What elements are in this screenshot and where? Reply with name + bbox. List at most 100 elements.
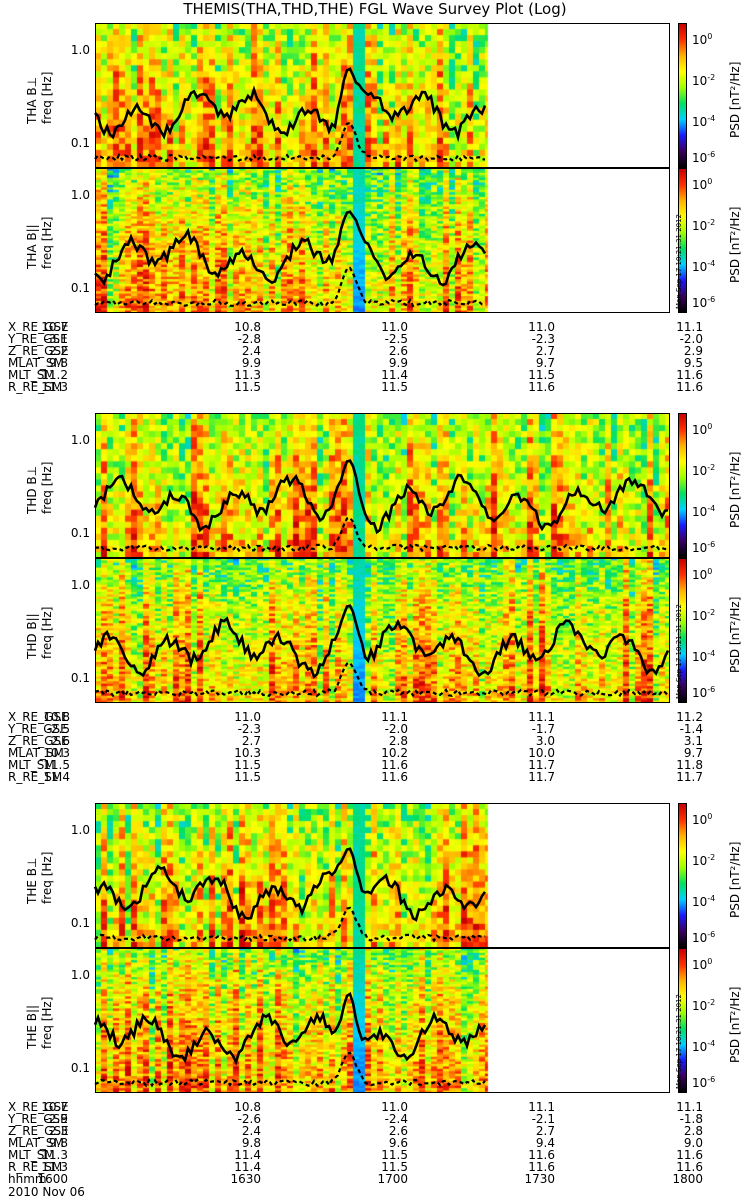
orbit-row-label: X_RE_GSE bbox=[8, 1100, 69, 1114]
panel-frame-1 bbox=[95, 168, 670, 313]
panel-label-0: THA B⊥ bbox=[25, 76, 39, 124]
panel-label-4: THE B⊥ bbox=[25, 857, 39, 904]
orbit-value: -2.3 bbox=[531, 332, 555, 346]
orbit-value: 2.8 bbox=[683, 1124, 703, 1138]
colorbar-tick-exponent: -6 bbox=[707, 1074, 716, 1084]
timestamp-stamp-5: Mon Sep 17 10:21:31 2012 bbox=[675, 993, 683, 1089]
orbit-value: 11.5 bbox=[43, 758, 70, 772]
orbit-value: -2.0 bbox=[679, 332, 703, 346]
freq-tick-2-0: 1.0 bbox=[70, 432, 90, 447]
colorbar-tick-1-3: 10-6 bbox=[692, 295, 715, 310]
colorbar-tick-exponent: 0 bbox=[707, 567, 713, 577]
colorbar-tick-exponent: -2 bbox=[707, 998, 716, 1007]
orbit-value: 1630 bbox=[230, 1172, 261, 1186]
orbit-value: -2.5 bbox=[46, 722, 70, 736]
orbit-value: 2.9 bbox=[683, 344, 703, 358]
orbit-row: R_RE_SM 11.3 11.4 11.5 11.6 11.6 bbox=[8, 1161, 748, 1173]
panel-frame-4 bbox=[95, 803, 670, 948]
colorbar-tick-exponent: -2 bbox=[707, 853, 716, 862]
orbit-value: 11.6 bbox=[381, 758, 408, 772]
spectrogram-5 bbox=[93, 948, 670, 1093]
orbit-row-label: Y_RE_GSE bbox=[8, 722, 68, 736]
orbit-value: 11.1 bbox=[381, 710, 408, 724]
panel-frame-3 bbox=[95, 558, 670, 703]
colorbar-tick-exponent: -4 bbox=[707, 1038, 716, 1048]
orbit-value: 9.6 bbox=[388, 1136, 408, 1150]
orbit-value: 11.6 bbox=[676, 1160, 703, 1174]
colorbar-tick-base: 10 bbox=[692, 74, 708, 88]
colorbar-tick-4-1: 10-2 bbox=[692, 853, 715, 868]
orbit-value: 11.7 bbox=[528, 758, 555, 772]
orbit-row: X_RE_GSE 10.7 10.8 11.0 11.1 11.1 bbox=[8, 1101, 748, 1113]
orbit-value: -1.4 bbox=[679, 722, 703, 736]
orbit-value: 11.3 bbox=[41, 1148, 68, 1162]
spectrogram-3 bbox=[93, 558, 670, 703]
orbit-row-label: hhmm bbox=[8, 1172, 47, 1186]
orbit-value: 10.8 bbox=[43, 710, 70, 724]
colorbar-tick-exponent: -6 bbox=[707, 149, 716, 159]
orbit-value: 2.2 bbox=[48, 344, 68, 358]
orbit-row-label: MLT_SM bbox=[8, 758, 55, 772]
orbit-value: 10.3 bbox=[234, 746, 261, 760]
colorbar-tick-base: 10 bbox=[692, 930, 708, 945]
orbit-value: 10.7 bbox=[41, 1100, 68, 1114]
orbit-row: Z_RE_GSE 2.3 2.4 2.6 2.7 2.8 bbox=[8, 1125, 748, 1137]
colorbar-tick-base: 10 bbox=[692, 685, 708, 700]
orbit-row-label: MLT_SM bbox=[8, 368, 55, 382]
orbit-value: 11.5 bbox=[234, 758, 261, 772]
colorbar-tick-exponent: -4 bbox=[707, 113, 716, 123]
orbit-value: -2.8 bbox=[237, 332, 261, 346]
colorbar-tick-4-2: 10-4 bbox=[692, 894, 715, 909]
freq-tick-1-1: 0.1 bbox=[70, 280, 90, 295]
colorbar-tick-base: 10 bbox=[692, 504, 708, 519]
orbit-value: 11.5 bbox=[381, 380, 408, 394]
orbit-value: 11.0 bbox=[381, 1100, 408, 1114]
colorbar-tick-base: 10 bbox=[692, 178, 708, 193]
freq-tick-2-1: 0.1 bbox=[70, 525, 90, 540]
colorbar-tick-base: 10 bbox=[692, 464, 708, 478]
orbit-value: 2.6 bbox=[50, 734, 70, 748]
orbit-value: 3.1 bbox=[683, 734, 703, 748]
colorbar-tick-exponent: 0 bbox=[707, 957, 713, 967]
colorbar-label-3: PSD [nT²/Hz] bbox=[728, 596, 742, 673]
orbit-value: 11.6 bbox=[528, 1148, 555, 1162]
colorbar-tick-base: 10 bbox=[692, 894, 708, 909]
colorbar-tick-base: 10 bbox=[692, 540, 708, 555]
orbit-value: 11.1 bbox=[528, 710, 555, 724]
dashed-line-0 bbox=[94, 121, 486, 163]
colorbar-label-2: PSD [nT²/Hz] bbox=[728, 451, 742, 528]
orbit-value: -2.6 bbox=[237, 1112, 261, 1126]
freq-tick-1-0: 1.0 bbox=[70, 187, 90, 202]
orbit-row: MLT_SM 11.3 11.4 11.5 11.6 11.6 bbox=[8, 1149, 748, 1161]
orbit-value: 9.8 bbox=[48, 356, 68, 370]
orbit-value: 11.0 bbox=[234, 710, 261, 724]
orbit-row: hhmm 1600 1630 1700 1730 1800 bbox=[8, 1173, 748, 1185]
orbit-value: 10.8 bbox=[234, 1100, 261, 1114]
solid-line-4 bbox=[93, 847, 487, 922]
orbit-value: 11.6 bbox=[676, 368, 703, 382]
colorbar-tick-exponent: -2 bbox=[707, 73, 716, 82]
date-label: 2010 Nov 06 bbox=[8, 1185, 85, 1199]
orbit-value: 11.1 bbox=[676, 320, 703, 334]
orbit-value: 11.3 bbox=[41, 380, 68, 394]
colorbar-tick-2-0: 100 bbox=[692, 422, 712, 437]
colorbar-tick-exponent: 0 bbox=[707, 812, 713, 822]
colorbar-tick-4-3: 10-6 bbox=[692, 930, 715, 945]
orbit-row-label: MLAT_SM bbox=[8, 746, 64, 760]
spectrogram-0 bbox=[94, 23, 670, 168]
freq-axis-label-3: freq [Hz] bbox=[40, 606, 54, 659]
colorbar-tick-base: 10 bbox=[692, 1075, 708, 1090]
orbit-value: 1600 bbox=[37, 1172, 68, 1186]
colorbar-tick-exponent: -4 bbox=[707, 503, 716, 513]
orbit-block-1: X_RE_GSE 10.8 11.0 11.1 11.1 11.2 Y_RE_GSE -2.5… bbox=[8, 711, 748, 783]
colorbar-tick-base: 10 bbox=[692, 150, 708, 165]
freq-tick-4-0: 1.0 bbox=[70, 822, 90, 837]
orbit-value: 2.7 bbox=[241, 734, 261, 748]
orbit-row-label: Z_RE_GSE bbox=[8, 734, 69, 748]
colorbar-3 bbox=[678, 558, 687, 703]
freq-axis-label-4: freq [Hz] bbox=[40, 851, 54, 904]
orbit-value: 2.7 bbox=[535, 1124, 555, 1138]
spectrogram-1 bbox=[94, 168, 670, 313]
orbit-row-label: MLAT_SM bbox=[8, 1136, 64, 1150]
orbit-value: 11.5 bbox=[528, 368, 555, 382]
